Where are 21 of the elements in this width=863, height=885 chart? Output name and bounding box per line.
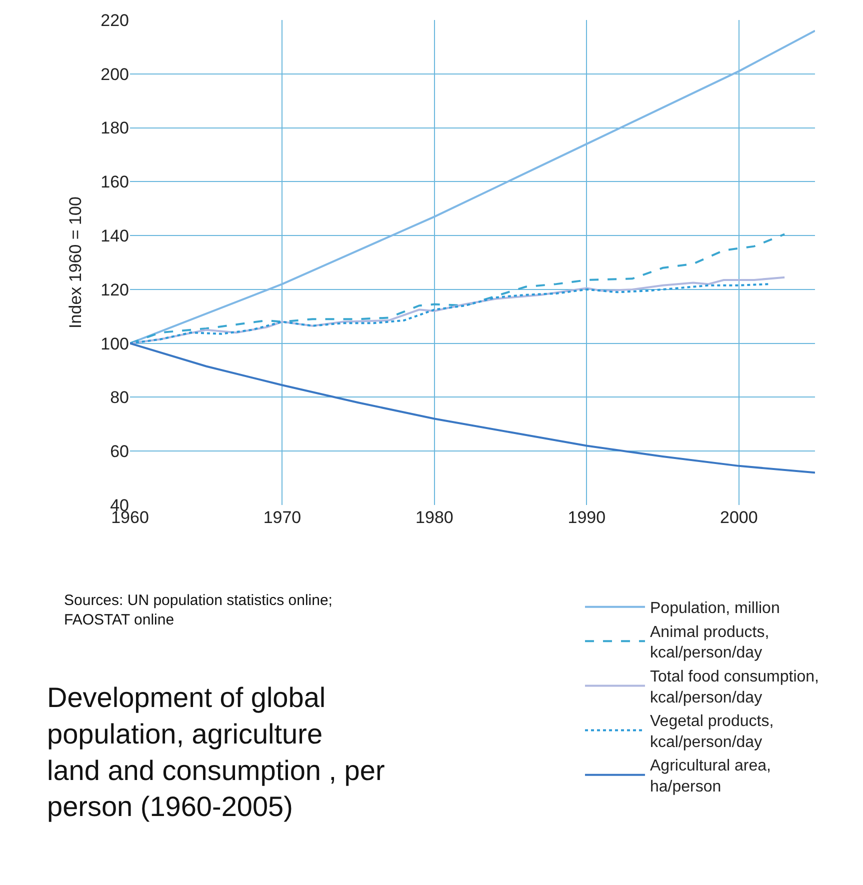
legend-label: Total food consumption, kcal/person/day [650, 668, 819, 706]
y-tick-label: 160 [100, 172, 129, 192]
text: Development of global population, agriculture land and consumption , per person (1960-2005) [47, 682, 385, 822]
x-tick-label: 1970 [263, 508, 302, 527]
legend-label: Population, million [650, 600, 780, 618]
x-tick-label: 2000 [720, 508, 758, 527]
y-tick-label: 140 [100, 226, 129, 246]
y-tick-label: 100 [100, 334, 129, 354]
source-note: Sources: UN population statistics online; FAOSTAT online [64, 592, 332, 628]
y-tick-label: 80 [110, 388, 129, 408]
y-tick-label: 120 [100, 280, 129, 300]
y-tick-label: 60 [110, 442, 129, 462]
x-tick-label: 1980 [416, 508, 454, 527]
x-tick-label: 1990 [568, 508, 606, 527]
y-axis-title: Index 1960 = 100 [66, 196, 86, 328]
legend-label: Agricultural area, ha/person [650, 758, 771, 796]
y-tick-label: 220 [100, 10, 129, 30]
legend-label: Animal products, kcal/person/day [650, 624, 770, 662]
y-tick-label: 180 [100, 118, 129, 138]
legend-label: Vegetal products, kcal/person/day [650, 713, 774, 751]
y-tick-label: 200 [100, 64, 129, 84]
